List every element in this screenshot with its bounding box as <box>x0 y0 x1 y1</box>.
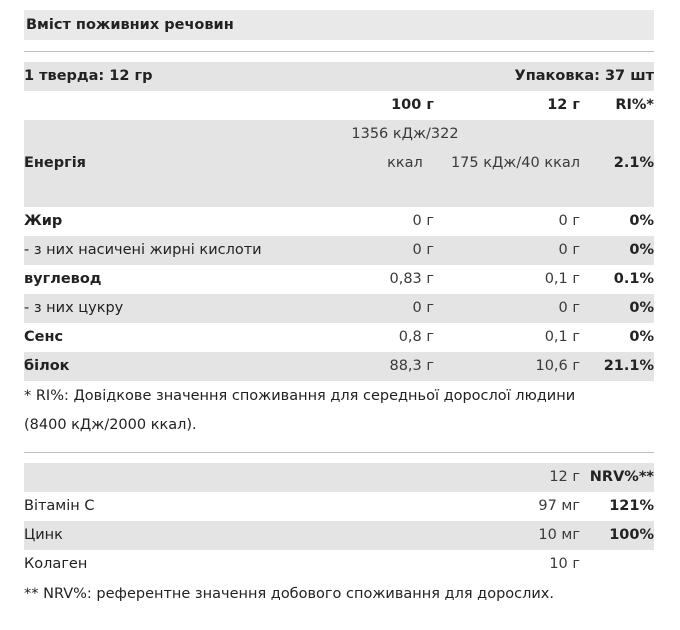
table-row: Сенс 0,8 г 0,1 г 0% <box>24 323 654 352</box>
row-per100: 0 г <box>332 236 434 265</box>
row-ri: 21.1% <box>580 352 654 381</box>
row-per-serving: 97 мг <box>538 498 580 514</box>
serving-info-bar: 1 тверда: 12 гр Упаковка: 37 шт <box>24 62 654 91</box>
row-per-serving: 0,1 г <box>544 329 580 345</box>
table-row: Жир 0 г 0 г 0% <box>24 207 654 236</box>
row-ri: 0% <box>629 213 654 229</box>
row-per100: 0,83 г <box>389 271 434 287</box>
header-name <box>24 463 434 492</box>
row-nrv: 121% <box>609 498 654 514</box>
header-name <box>24 91 332 120</box>
divider <box>24 51 654 52</box>
row-per-serving: 10 мг <box>434 521 580 550</box>
divider <box>24 452 654 453</box>
row-ri: 0% <box>580 294 654 323</box>
table-row: білок 88,3 г 10,6 г 21.1% <box>24 352 654 381</box>
row-per-serving: 0 г <box>434 236 580 265</box>
row-name: - з них цукру <box>24 294 332 323</box>
row-name: білок <box>24 352 332 381</box>
row-per-serving: 10 г <box>549 556 580 572</box>
row-ri: 0.1% <box>613 271 654 287</box>
row-per-serving: 175 кДж/40 ккал <box>434 120 580 207</box>
header-per-serving: 12 г <box>434 463 580 492</box>
row-per100: 0 г <box>412 213 434 229</box>
row-nrv: 100% <box>580 521 654 550</box>
row-name: вуглевод <box>24 271 102 287</box>
table-row: вуглевод 0,83 г 0,1 г 0.1% <box>24 265 654 294</box>
row-per-serving: 0,1 г <box>544 271 580 287</box>
row-per-serving: 0 г <box>558 213 580 229</box>
row-per100: 1356 кДж/322 ккал <box>332 120 459 207</box>
row-ri: 2.1% <box>580 120 654 207</box>
table-row-energy: Енергія 1356 кДж/322 ккал 175 кДж/40 кка… <box>24 120 654 207</box>
table-row: Колаген 10 г <box>24 550 654 579</box>
table-row: - з них насичені жирні кислоти 0 г 0 г 0… <box>24 236 654 265</box>
vitamin-table: 12 г NRV%** Вітамін С 97 мг 121% Цинк 10… <box>24 463 654 579</box>
header-per100: 100 г <box>391 97 434 113</box>
row-name: - з них насичені жирні кислоти <box>24 236 332 265</box>
row-ri: 0% <box>629 329 654 345</box>
nrv-footnote: ** NRV%: референтне значення добового сп… <box>24 586 555 602</box>
row-per100: 0,8 г <box>398 329 434 345</box>
serving-size: 1 тверда: 12 гр <box>24 68 153 84</box>
table-row: Цинк 10 мг 100% <box>24 521 654 550</box>
header-per-serving: 12 г <box>547 97 580 113</box>
header-ri: RI%* <box>615 97 654 113</box>
row-per100: 88,3 г <box>332 352 434 381</box>
ri-footnote: * RI%: Довідкове значення споживання для… <box>24 388 576 433</box>
row-name: Цинк <box>24 521 434 550</box>
table-header-row: 100 г 12 г RI%* <box>24 91 654 120</box>
row-ri: 0% <box>580 236 654 265</box>
row-name: Колаген <box>24 556 88 572</box>
row-name: Енергія <box>24 120 332 207</box>
row-per-serving: 10,6 г <box>434 352 580 381</box>
row-name: Вітамін С <box>24 498 95 514</box>
nutrition-panel: Вміст поживних речовин 1 тверда: 12 гр У… <box>24 10 654 609</box>
row-name: Сенс <box>24 329 64 345</box>
row-nrv <box>580 550 654 579</box>
energy-per100: 1356 кДж/322 ккал <box>351 126 459 171</box>
header-nrv: NRV%** <box>580 463 654 492</box>
nutrition-table: 100 г 12 г RI%* Енергія 1356 кДж/322 кка… <box>24 91 654 381</box>
row-name: Жир <box>24 213 63 229</box>
table-row: - з них цукру 0 г 0 г 0% <box>24 294 654 323</box>
package-count: Упаковка: 37 шт <box>514 68 654 84</box>
row-per-serving: 0 г <box>434 294 580 323</box>
table-row: Вітамін С 97 мг 121% <box>24 492 654 521</box>
row-per100: 0 г <box>332 294 434 323</box>
table-header-row: 12 г NRV%** <box>24 463 654 492</box>
section-title: Вміст поживних речовин <box>24 10 654 40</box>
